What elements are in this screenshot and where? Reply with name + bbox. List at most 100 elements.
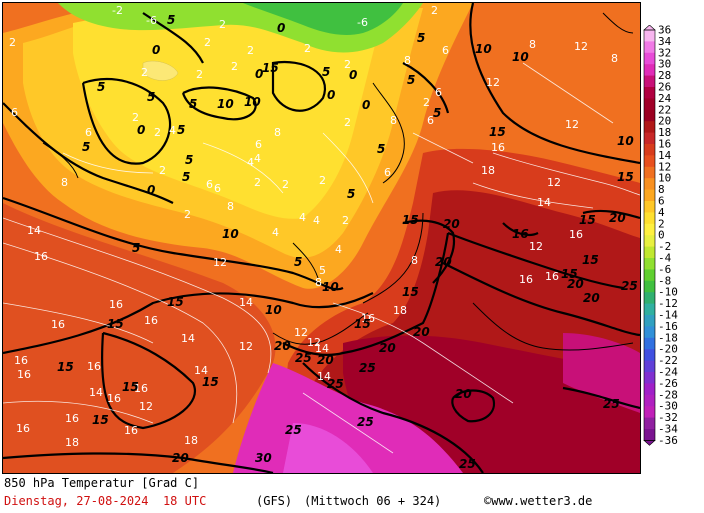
legend-swatch bbox=[644, 246, 655, 259]
isotherm-label: 14 bbox=[537, 196, 551, 209]
isotherm-label: 16 bbox=[361, 312, 375, 325]
isotherm-label: 2 bbox=[342, 214, 349, 227]
isotherm-label-major: 5 bbox=[377, 142, 386, 156]
isotherm-label-major: 20 bbox=[379, 341, 396, 355]
isotherm-label: 18 bbox=[481, 164, 495, 177]
isotherm-label: 12 bbox=[294, 326, 308, 339]
isotherm-label-major: 15 bbox=[354, 317, 371, 331]
legend-tick-label: 28 bbox=[658, 69, 671, 82]
isotherm-label: 6 bbox=[206, 178, 213, 191]
isotherm-label-major: 15 bbox=[617, 170, 634, 184]
isotherm-label-major: 25 bbox=[285, 423, 302, 437]
extreme-hot-region bbox=[283, 423, 373, 473]
legend-tick-label: 24 bbox=[658, 92, 672, 105]
isotherm-label: 2 bbox=[159, 164, 166, 177]
temperature-map: 12 16 18 12 14 12 16 16 16 12 8 12 8 14 16 16 16 16 16 16 16… bbox=[2, 2, 641, 474]
isotherm-label-major: 20 bbox=[609, 211, 626, 225]
isotherm-label-major: 5 bbox=[182, 170, 191, 184]
isotherm-label: 4 bbox=[254, 152, 261, 165]
isotherm-label-major: 10 bbox=[475, 42, 492, 56]
color-legend: 36 34 32 30 28 26 24 22 20 18 16 14 12 10 8 6 4 2 0 -2 -4 -6-… bbox=[642, 24, 704, 457]
isotherm-label-major: 0 bbox=[327, 88, 336, 102]
legend-swatch bbox=[644, 258, 655, 270]
isotherm-label: 14 bbox=[27, 224, 41, 237]
isotherm-label-major: 25 bbox=[295, 351, 312, 365]
legend-swatch bbox=[644, 132, 655, 145]
isotherm-label: 2 bbox=[154, 126, 161, 139]
isotherm-label: 2 bbox=[431, 4, 438, 17]
isotherm-label-major: 15 bbox=[57, 360, 74, 374]
isotherm-label-major: 5 bbox=[185, 153, 194, 167]
legend-tick-label: -4 bbox=[658, 252, 672, 265]
isotherm-label: 6 bbox=[435, 86, 442, 99]
isotherm-label-major: 15 bbox=[107, 317, 124, 331]
isotherm-label: 12 bbox=[213, 256, 227, 269]
isotherm-label: 8 bbox=[315, 276, 322, 289]
legend-swatch bbox=[644, 280, 655, 293]
isotherm-label: 16 bbox=[545, 270, 559, 283]
footer-model: (GFS) bbox=[256, 494, 293, 508]
legend-tick-label: 10 bbox=[658, 172, 671, 185]
isotherm-label: 2 bbox=[344, 116, 351, 129]
isotherm-label-major: 10 bbox=[617, 134, 634, 148]
legend-tick-label: 26 bbox=[658, 81, 671, 94]
isotherm-label: 8 bbox=[274, 126, 281, 139]
legend-tick-label: 30 bbox=[658, 58, 671, 71]
isotherm-label-major: 25 bbox=[359, 361, 376, 375]
legend-tick-label: -24 bbox=[658, 366, 678, 379]
isotherm-label: -2 bbox=[112, 4, 123, 17]
legend-swatch bbox=[644, 109, 655, 122]
isotherm-label-major: 10 bbox=[265, 303, 282, 317]
isotherm-label-major: 20 bbox=[567, 277, 584, 291]
isotherm-label-major: 5 bbox=[433, 106, 442, 120]
green-dark-region bbox=[243, 3, 403, 36]
legend-tick-label: -34 bbox=[658, 423, 678, 436]
legend-swatch bbox=[644, 41, 655, 54]
isotherm-label: 4 bbox=[247, 156, 254, 169]
legend-swatch bbox=[644, 98, 655, 111]
legend-swatch bbox=[644, 406, 655, 419]
footer-run: (Mittwoch 06 + 324) bbox=[304, 494, 442, 508]
legend-tick-label: -20 bbox=[658, 343, 678, 356]
legend-swatch bbox=[644, 121, 655, 134]
legend-swatch bbox=[644, 166, 655, 179]
isotherm-label: 2 bbox=[254, 176, 261, 189]
legend-swatch bbox=[644, 394, 655, 407]
isotherm-label-major: 5 bbox=[97, 80, 106, 94]
isotherm-label: 2 bbox=[132, 111, 139, 124]
legend-tick-label: -18 bbox=[658, 331, 678, 344]
isotherm-label: 14 bbox=[194, 364, 208, 377]
isotherm-label: 16 bbox=[134, 382, 148, 395]
isotherm-label-major: 5 bbox=[132, 241, 141, 255]
isotherm-label: 16 bbox=[144, 314, 158, 327]
isotherm-label: 16 bbox=[519, 273, 533, 286]
isotherm-label-major: 20 bbox=[583, 291, 600, 305]
isotherm-label: 12 bbox=[574, 40, 588, 53]
legend-swatch bbox=[644, 349, 655, 362]
isotherm-label-major: 0 bbox=[362, 98, 371, 112]
isotherm-label-major: 20 bbox=[443, 217, 460, 231]
legend-swatch bbox=[644, 52, 655, 65]
legend-swatch bbox=[644, 360, 655, 373]
isotherm-label-major: 5 bbox=[147, 90, 156, 104]
legend-tick-label: 18 bbox=[658, 126, 671, 139]
isotherm-label-major: 25 bbox=[459, 457, 476, 471]
isotherm-label: 16 bbox=[65, 412, 79, 425]
isotherm-label: 2 bbox=[219, 18, 226, 31]
isotherm-label: 12 bbox=[565, 118, 579, 131]
isotherm-label: 2 bbox=[282, 178, 289, 191]
isotherm-label: 2 bbox=[423, 96, 430, 109]
map-svg bbox=[3, 3, 640, 473]
legend-swatch bbox=[644, 75, 655, 88]
isotherm-label: 14 bbox=[317, 370, 331, 383]
legend-swatch bbox=[644, 372, 655, 384]
isotherm-label: 4 bbox=[313, 214, 320, 227]
colder-region bbox=[73, 12, 383, 219]
isotherm-label: 6 bbox=[384, 166, 391, 179]
isotherm-label-major: 15 bbox=[202, 375, 219, 389]
legend-swatch bbox=[644, 337, 655, 350]
isotherm-label: 16 bbox=[569, 228, 583, 241]
isotherm-label: 12 bbox=[307, 336, 321, 349]
legend-svg: 363432302826242220181614121086420-2-4-6-… bbox=[643, 24, 678, 447]
